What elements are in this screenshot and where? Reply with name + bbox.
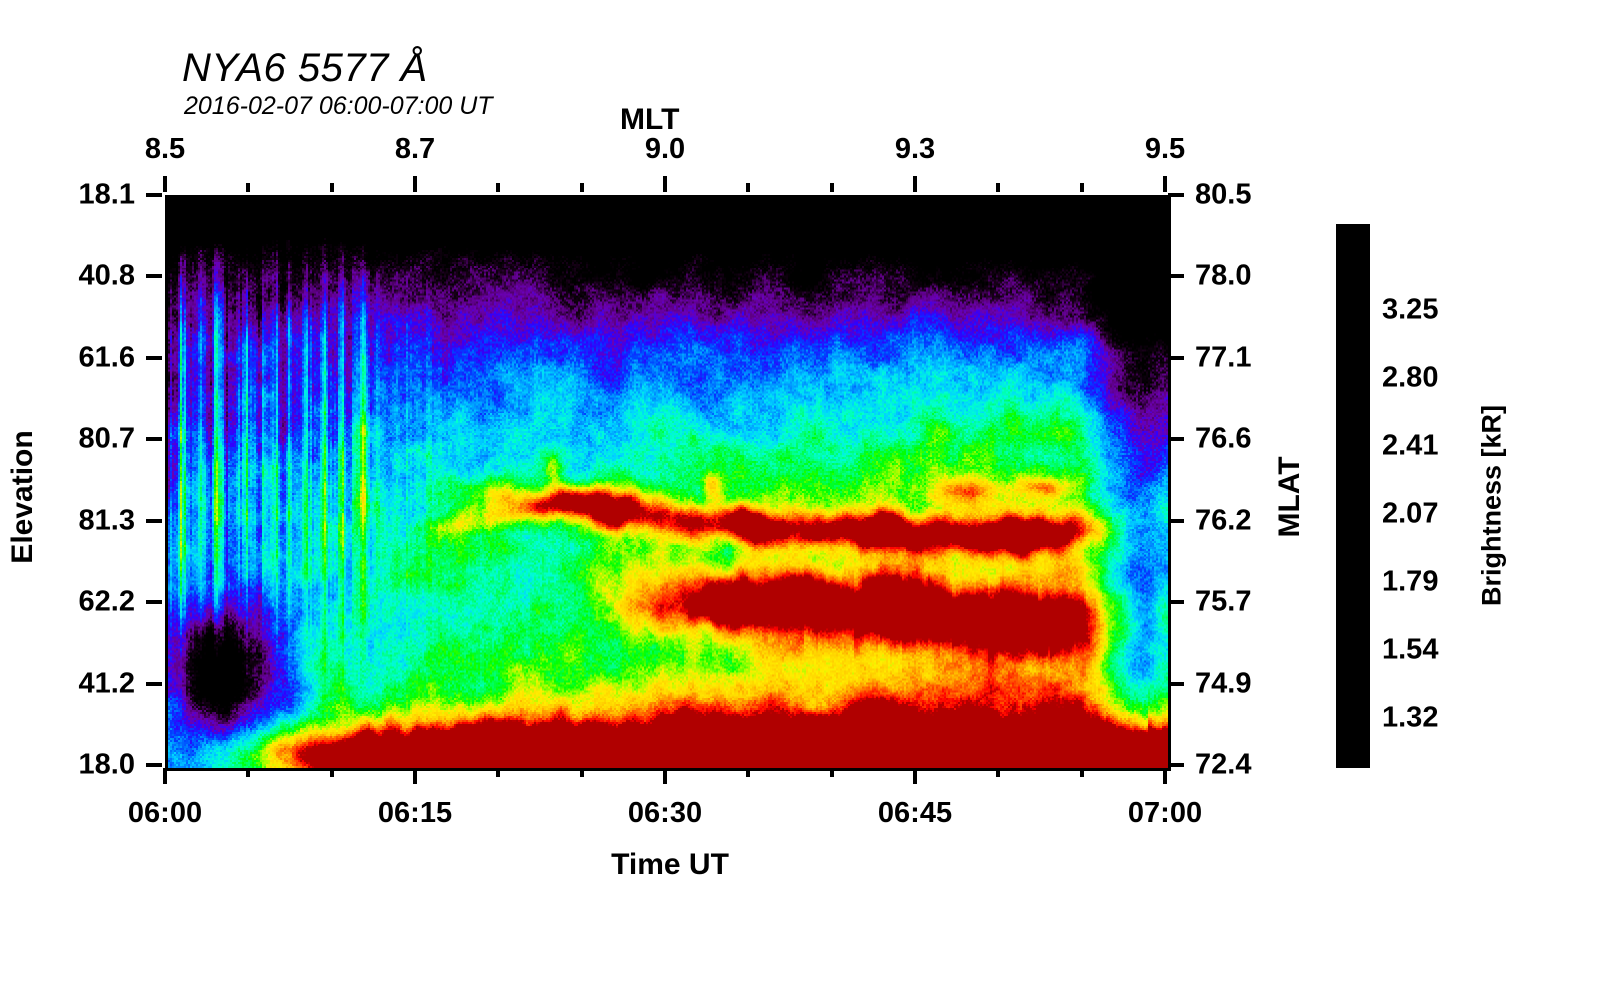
x-tick-major-bottom (413, 768, 417, 784)
x-tick-minor-top (496, 183, 501, 192)
colorbar-division (1340, 566, 1366, 570)
x-tick-minor-top (746, 183, 751, 192)
x-tick-minor-bottom (746, 768, 751, 777)
keogram-image (168, 198, 1168, 768)
colorbar-tick-label: 2.41 (1382, 429, 1439, 462)
x-tick-minor-bottom (579, 768, 584, 777)
y-tick-major-left (146, 681, 162, 686)
time-tick-label: 07:00 (1127, 797, 1203, 829)
x-tick-major-bottom (663, 768, 667, 784)
keogram-plot-area (165, 195, 1171, 771)
x-tick-major-top (1163, 176, 1167, 192)
x-tick-minor-top (579, 183, 584, 192)
elevation-tick-label: 80.7 (78, 422, 135, 455)
mlt-tick-label: 8.7 (394, 133, 436, 165)
colorbar-tick-label: 2.80 (1382, 361, 1439, 394)
colorbar-tick-label: 1.32 (1382, 701, 1439, 734)
y-tick-major-left (146, 437, 162, 442)
time-tick-label: 06:15 (377, 797, 453, 829)
y-tick-major-left (146, 193, 162, 197)
mlt-tick-label: 9.0 (644, 133, 686, 165)
x-tick-major-top (663, 176, 667, 192)
colorbar-tick-label: 1.79 (1382, 565, 1439, 598)
x-tick-minor-bottom (329, 768, 334, 777)
elevation-tick-label: 40.8 (78, 259, 135, 292)
mlat-tick-label: 78.0 (1195, 259, 1252, 292)
y-tick-major-right (1168, 274, 1184, 279)
colorbar-gradient (1340, 228, 1366, 764)
x-tick-minor-top (329, 183, 334, 192)
x-tick-major-bottom (1163, 768, 1167, 784)
x-tick-minor-top (1079, 183, 1084, 192)
x-tick-minor-bottom (496, 768, 501, 777)
mlat-tick-label: 72.4 (1195, 748, 1252, 781)
y-tick-major-left (146, 518, 162, 523)
y-tick-major-left (146, 274, 162, 279)
y-tick-major-right (1168, 763, 1184, 767)
elevation-axis-title: Elevation (6, 430, 39, 564)
elevation-tick-label: 81.3 (78, 504, 135, 537)
colorbar-tick-label: 3.25 (1382, 293, 1439, 326)
x-tick-minor-top (829, 183, 834, 192)
y-tick-major-right (1168, 193, 1184, 197)
mlat-tick-label: 77.1 (1195, 341, 1252, 374)
x-tick-major-bottom (913, 768, 917, 784)
y-tick-major-right (1168, 600, 1184, 605)
y-tick-major-right (1168, 355, 1184, 360)
y-tick-major-right (1168, 518, 1184, 523)
elevation-tick-label: 62.2 (78, 585, 135, 618)
mlat-tick-label: 75.7 (1195, 585, 1252, 618)
y-tick-major-right (1168, 437, 1184, 442)
y-tick-major-left (146, 355, 162, 360)
mlat-tick-label: 74.9 (1195, 667, 1252, 700)
time-axis-title: Time UT (611, 848, 729, 881)
x-tick-major-top (413, 176, 417, 192)
y-tick-major-right (1168, 681, 1184, 686)
x-tick-minor-bottom (829, 768, 834, 777)
mlt-tick-label: 9.5 (1144, 133, 1186, 165)
x-tick-major-top (163, 176, 167, 192)
mlt-tick-label: 9.3 (894, 133, 936, 165)
time-tick-label: 06:00 (127, 797, 203, 829)
colorbar-division (1340, 430, 1366, 434)
colorbar-tick-label: 2.07 (1382, 497, 1439, 530)
colorbar-division (1340, 634, 1366, 638)
x-tick-minor-top (246, 183, 251, 192)
y-tick-major-left (146, 600, 162, 605)
x-tick-minor-top (996, 183, 1001, 192)
page-title: NYA6 5577 Å (182, 46, 428, 90)
time-tick-label: 06:45 (877, 797, 953, 829)
colorbar-division (1340, 702, 1366, 706)
mlat-tick-label: 76.2 (1195, 504, 1252, 537)
time-tick-label: 06:30 (627, 797, 703, 829)
elevation-tick-label: 61.6 (78, 341, 135, 374)
mlt-axis-title: MLT (620, 103, 680, 136)
colorbar (1336, 224, 1370, 768)
elevation-tick-label: 18.1 (78, 178, 135, 211)
colorbar-axis-title: Brightness [kR] (1476, 404, 1507, 607)
x-tick-major-bottom (163, 768, 167, 784)
mlat-axis-title: MLAT (1273, 456, 1306, 538)
mlat-tick-label: 80.5 (1195, 178, 1252, 211)
colorbar-division (1340, 294, 1366, 298)
colorbar-division (1340, 362, 1366, 366)
page-subtitle: 2016-02-07 06:00-07:00 UT (184, 92, 493, 120)
x-tick-major-top (913, 176, 917, 192)
x-tick-minor-bottom (1079, 768, 1084, 777)
x-tick-minor-bottom (996, 768, 1001, 777)
colorbar-division (1340, 498, 1366, 502)
colorbar-tick-label: 1.54 (1382, 633, 1439, 666)
elevation-tick-label: 41.2 (78, 667, 135, 700)
x-tick-minor-bottom (246, 768, 251, 777)
elevation-tick-label: 18.0 (78, 748, 135, 781)
mlt-tick-label: 8.5 (144, 133, 186, 165)
y-tick-major-left (146, 763, 162, 767)
mlat-tick-label: 76.6 (1195, 422, 1252, 455)
